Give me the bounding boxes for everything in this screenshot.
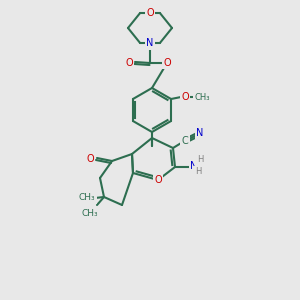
Text: O: O bbox=[146, 8, 154, 17]
Text: O: O bbox=[125, 58, 133, 68]
Text: N: N bbox=[146, 38, 154, 49]
Text: O: O bbox=[154, 175, 162, 185]
Text: C: C bbox=[182, 136, 188, 146]
Text: CH₃: CH₃ bbox=[82, 209, 98, 218]
Text: H: H bbox=[197, 155, 203, 164]
Text: N: N bbox=[190, 161, 198, 171]
Text: N: N bbox=[196, 128, 204, 138]
Text: H: H bbox=[195, 167, 201, 176]
Text: O: O bbox=[86, 154, 94, 164]
Text: O: O bbox=[181, 92, 189, 102]
Text: CH₃: CH₃ bbox=[194, 92, 210, 101]
Text: O: O bbox=[163, 58, 171, 68]
Text: CH₃: CH₃ bbox=[79, 194, 95, 202]
